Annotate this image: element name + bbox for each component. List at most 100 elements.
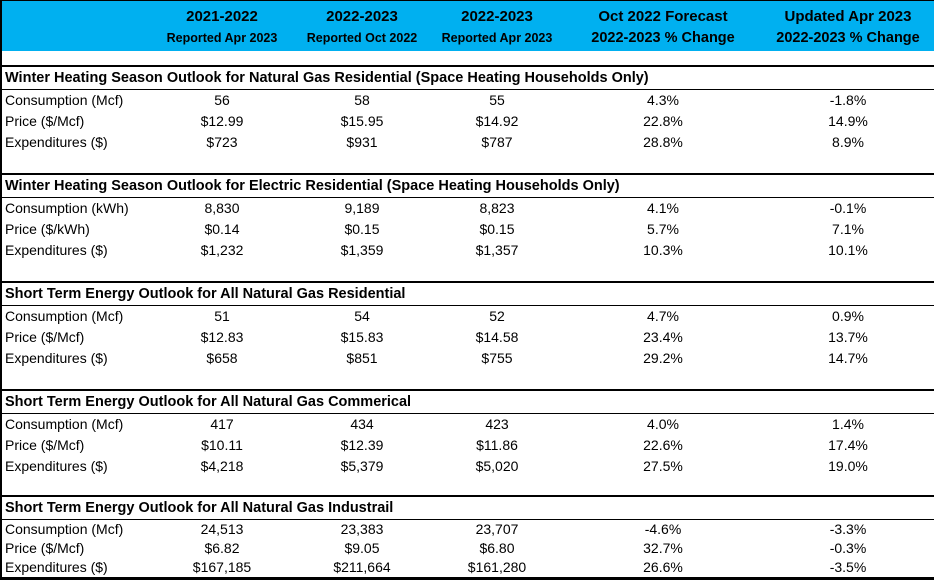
header-cell-col0[interactable] [2, 1, 150, 51]
value-cell[interactable]: 23,707 [475, 521, 519, 537]
value-cell[interactable]: $851 [346, 350, 378, 366]
value-cell[interactable]: -0.1% [829, 200, 867, 216]
value-cell[interactable]: -1.8% [829, 92, 867, 108]
value-cell[interactable]: 17.4% [828, 437, 868, 453]
row-label-cell[interactable]: Consumption (Mcf) [5, 92, 124, 108]
value-cell[interactable]: 51 [214, 308, 230, 324]
value-cell[interactable]: $10.11 [201, 437, 243, 453]
value-cell[interactable]: 0.9% [832, 308, 864, 324]
value-cell[interactable]: 7.1% [832, 221, 864, 237]
header-cell-col3[interactable]: 2022-2023 Reported Apr 2023 [430, 1, 564, 51]
value-cell[interactable]: 1.4% [832, 416, 864, 432]
value-cell[interactable]: $658 [206, 350, 238, 366]
value-cell[interactable]: $1,359 [340, 242, 384, 258]
value-cell[interactable]: $11.86 [476, 437, 518, 453]
row-label-cell[interactable]: Price ($/Mcf) [5, 113, 85, 129]
value-cell[interactable]: 19.0% [828, 458, 868, 474]
value-cell[interactable]: $14.92 [475, 113, 519, 129]
value-cell[interactable]: 434 [350, 416, 374, 432]
value-cell[interactable]: 417 [210, 416, 234, 432]
value-cell[interactable]: 4.1% [647, 200, 679, 216]
value-cell[interactable]: $161,280 [467, 559, 527, 575]
value-cell[interactable]: 8,830 [204, 200, 240, 216]
section-title[interactable]: Winter Heating Season Outlook for Natura… [2, 67, 934, 90]
value-cell[interactable]: $6.80 [479, 540, 515, 556]
row-label-cell[interactable]: Expenditures ($) [5, 134, 108, 150]
value-cell[interactable]: 56 [214, 92, 230, 108]
value-cell[interactable]: $4,218 [200, 458, 244, 474]
value-cell[interactable]: -3.5% [829, 559, 867, 575]
value-cell[interactable]: $167,185 [192, 559, 252, 575]
value-cell[interactable]: 14.9% [828, 113, 868, 129]
row-label-cell[interactable]: Price ($/kWh) [5, 221, 90, 237]
value-cell[interactable]: $15.95 [340, 113, 384, 129]
row-label-cell[interactable]: Expenditures ($) [5, 559, 108, 575]
value-cell[interactable]: 4.0% [647, 416, 679, 432]
value-cell[interactable]: 27.5% [643, 458, 683, 474]
value-cell[interactable]: $15.83 [340, 329, 384, 345]
value-cell[interactable]: 24,513 [200, 521, 244, 537]
value-cell[interactable]: $723 [206, 134, 238, 150]
value-cell[interactable]: $0.15 [344, 221, 380, 237]
value-cell[interactable]: $0.15 [479, 221, 515, 237]
row-label-cell[interactable]: Expenditures ($) [5, 350, 108, 366]
value-cell[interactable]: 22.6% [643, 437, 683, 453]
value-cell[interactable]: 55 [489, 92, 505, 108]
value-cell[interactable]: $14.58 [475, 329, 519, 345]
section-title[interactable]: Short Term Energy Outlook for All Natura… [2, 283, 934, 306]
value-cell[interactable]: 4.7% [647, 308, 679, 324]
value-cell[interactable]: $0.14 [204, 221, 240, 237]
value-cell[interactable]: 22.8% [643, 113, 683, 129]
row-label-cell[interactable]: Expenditures ($) [5, 242, 108, 258]
value-cell[interactable]: $5,379 [340, 458, 384, 474]
value-cell[interactable]: 8,823 [479, 200, 515, 216]
value-cell[interactable]: 8.9% [832, 134, 864, 150]
value-cell[interactable]: $755 [481, 350, 513, 366]
value-cell[interactable]: $5,020 [475, 458, 519, 474]
value-cell[interactable]: $6.82 [204, 540, 240, 556]
value-cell[interactable]: 54 [354, 308, 370, 324]
value-cell[interactable]: -0.3% [829, 540, 867, 556]
value-cell[interactable]: 58 [354, 92, 370, 108]
value-cell[interactable]: $9.05 [344, 540, 380, 556]
value-cell[interactable]: $12.83 [200, 329, 244, 345]
row-label-cell[interactable]: Price ($/Mcf) [5, 437, 85, 453]
value-cell[interactable]: 14.7% [828, 350, 868, 366]
section-title[interactable]: Winter Heating Season Outlook for Electr… [2, 175, 934, 198]
value-cell[interactable]: 10.3% [643, 242, 683, 258]
value-cell[interactable]: $787 [481, 134, 513, 150]
row-label-cell[interactable]: Consumption (Mcf) [5, 308, 124, 324]
row-label-cell[interactable]: Consumption (kWh) [5, 200, 129, 216]
value-cell[interactable]: -3.3% [829, 521, 867, 537]
value-cell[interactable]: 423 [485, 416, 509, 432]
header-cell-col5[interactable]: Updated Apr 2023 2022-2023 % Change [762, 1, 934, 51]
value-cell[interactable]: 26.6% [643, 559, 683, 575]
header-cell-col1[interactable]: 2021-2022 Reported Apr 2023 [150, 1, 294, 51]
row-label-cell[interactable]: Consumption (Mcf) [5, 521, 124, 537]
value-cell[interactable]: $1,357 [475, 242, 519, 258]
value-cell[interactable]: 5.7% [647, 221, 679, 237]
value-cell[interactable]: 13.7% [828, 329, 868, 345]
header-cell-col2[interactable]: 2022-2023 Reported Oct 2022 [294, 1, 430, 51]
row-label-cell[interactable]: Price ($/Mcf) [5, 329, 85, 345]
row-label-cell[interactable]: Price ($/Mcf) [5, 540, 85, 556]
value-cell[interactable]: $1,232 [200, 242, 244, 258]
value-cell[interactable]: -4.6% [644, 521, 682, 537]
value-cell[interactable]: 9,189 [344, 200, 380, 216]
section-title[interactable]: Short Term Energy Outlook for All Natura… [2, 391, 934, 414]
value-cell[interactable]: $931 [346, 134, 378, 150]
value-cell[interactable]: 52 [489, 308, 505, 324]
header-cell-col4[interactable]: Oct 2022 Forecast 2022-2023 % Change [564, 1, 762, 51]
value-cell[interactable]: 23,383 [340, 521, 384, 537]
value-cell[interactable]: $12.39 [340, 437, 384, 453]
value-cell[interactable]: $211,664 [333, 559, 391, 575]
row-label-cell[interactable]: Expenditures ($) [5, 458, 108, 474]
value-cell[interactable]: 29.2% [643, 350, 683, 366]
value-cell[interactable]: 28.8% [643, 134, 683, 150]
value-cell[interactable]: 10.1% [828, 242, 868, 258]
row-label-cell[interactable]: Consumption (Mcf) [5, 416, 124, 432]
value-cell[interactable]: 4.3% [647, 92, 679, 108]
value-cell[interactable]: $12.99 [200, 113, 244, 129]
section-title[interactable]: Short Term Energy Outlook for All Natura… [2, 497, 934, 520]
value-cell[interactable]: 23.4% [643, 329, 683, 345]
